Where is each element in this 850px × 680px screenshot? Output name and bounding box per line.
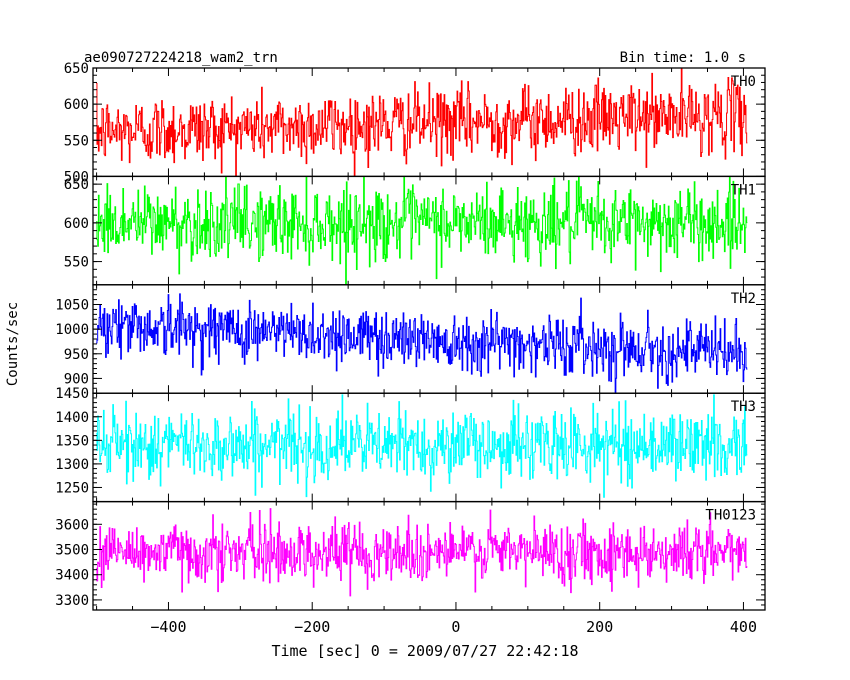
series-line-th0 <box>96 68 748 177</box>
y-tick-label: 3600 <box>55 517 89 533</box>
y-tick-label: 1350 <box>55 433 89 449</box>
y-tick-label: 1250 <box>55 480 89 496</box>
x-tick-label: 0 <box>451 618 460 636</box>
panel-label-th1: TH1 <box>731 182 756 198</box>
panel-label-th3: TH3 <box>731 399 756 415</box>
y-tick-label: 1300 <box>55 457 89 473</box>
y-tick-label: 3300 <box>55 593 89 609</box>
panel-label-th2: TH2 <box>731 291 756 307</box>
y-tick-label: 550 <box>64 255 89 271</box>
y-tick-label: 950 <box>64 347 89 363</box>
series-line-th0123 <box>96 508 748 597</box>
y-tick-label: 600 <box>64 97 89 113</box>
y-tick-label: 600 <box>64 216 89 232</box>
series-line-th3 <box>96 394 748 498</box>
y-tick-label: 650 <box>64 177 89 193</box>
x-tick-label: 400 <box>730 618 757 636</box>
series-line-th1 <box>96 176 748 285</box>
x-axis-label: Time [sec] 0 = 2009/07/27 22:42:18 <box>271 642 578 660</box>
y-tick-label: 900 <box>64 371 89 387</box>
panel-label-th0123: TH0123 <box>705 508 756 524</box>
y-tick-label: 1000 <box>55 322 89 338</box>
y-tick-label: 1400 <box>55 410 89 426</box>
y-tick-label: 500 <box>64 169 89 185</box>
panels-group: 500 550 600 650 TH0 550 600 650 TH1 900 950 1000 105… <box>55 61 766 636</box>
y-tick-label: 1050 <box>55 298 89 314</box>
y-tick-label: 3500 <box>55 542 89 558</box>
y-axis-label: Counts/sec <box>5 302 21 386</box>
x-tick-label: −200 <box>294 618 330 636</box>
panel-frame-th0123 <box>92 500 766 611</box>
x-tick-label: −400 <box>150 618 186 636</box>
y-tick-label: 3400 <box>55 568 89 584</box>
bin-time-label: Bin time: 1.0 s <box>620 50 746 66</box>
series-line-th2 <box>96 293 748 394</box>
panel-frame-th3 <box>92 392 766 503</box>
y-tick-label: 650 <box>64 61 89 77</box>
chart-title: ae090727224218_wam2_trn <box>84 50 278 66</box>
y-tick-label: 550 <box>64 133 89 149</box>
x-tick-label: 200 <box>586 618 613 636</box>
y-tick-label: 1450 <box>55 386 89 402</box>
panel-label-th0: TH0 <box>731 74 756 90</box>
